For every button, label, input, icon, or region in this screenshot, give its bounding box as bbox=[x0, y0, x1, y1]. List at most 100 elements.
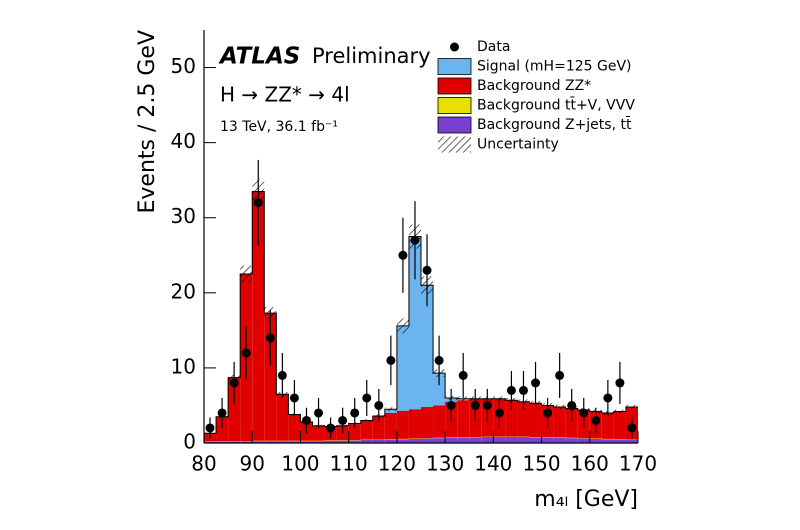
data-point bbox=[398, 250, 408, 260]
bar-segment bbox=[457, 437, 470, 443]
bar-segment bbox=[228, 377, 241, 442]
x-tick-label: 80 bbox=[191, 452, 216, 476]
data-point bbox=[603, 393, 613, 403]
bar-segment bbox=[601, 412, 614, 439]
bar-segment bbox=[396, 325, 409, 411]
bar-segment bbox=[553, 406, 566, 438]
data-point bbox=[579, 408, 589, 418]
data-point bbox=[314, 408, 324, 418]
legend-swatch bbox=[437, 58, 472, 75]
bar-segment bbox=[613, 439, 626, 443]
data-point bbox=[362, 393, 372, 403]
data-point bbox=[386, 355, 396, 365]
bar-segment bbox=[408, 236, 421, 410]
bar-segment bbox=[613, 411, 626, 440]
bar-segment bbox=[408, 438, 421, 443]
data-point bbox=[615, 378, 625, 388]
bar-segment bbox=[601, 439, 614, 443]
bar-segment bbox=[228, 441, 241, 443]
energy: 13 TeV, 36.1 fb⁻¹ bbox=[220, 119, 338, 135]
bar-segment bbox=[565, 408, 578, 438]
legend-label: Background Z+jets, tt̄ bbox=[477, 115, 632, 133]
data-point bbox=[410, 235, 420, 245]
plot-area bbox=[203, 159, 638, 443]
data-point bbox=[567, 400, 577, 410]
bar-segment bbox=[252, 441, 265, 443]
x-tick-label: 150 bbox=[522, 452, 560, 476]
data-point bbox=[301, 415, 311, 425]
data-point bbox=[506, 385, 516, 395]
legend-label: Uncertainty bbox=[477, 137, 559, 153]
bar-segment bbox=[204, 441, 217, 443]
data-point bbox=[374, 400, 384, 410]
x-tick-label: 110 bbox=[330, 452, 368, 476]
legend-label: Background tt̄+V, VVV bbox=[477, 96, 635, 114]
bar-segment bbox=[384, 412, 397, 440]
bar-segment bbox=[421, 406, 434, 439]
bar-segment bbox=[408, 409, 421, 439]
bar-segment bbox=[288, 441, 301, 443]
brand: ATLAS bbox=[218, 44, 300, 70]
x-tick-label: 160 bbox=[571, 452, 609, 476]
legend-label: Background ZZ* bbox=[477, 78, 591, 94]
bar-segment bbox=[433, 373, 446, 406]
bar-segment bbox=[216, 441, 229, 443]
bar-segment bbox=[553, 437, 566, 443]
process: H → ZZ* → 4l bbox=[220, 83, 350, 107]
bar-segment bbox=[324, 440, 337, 443]
legend-swatch bbox=[437, 97, 472, 114]
data-point bbox=[531, 378, 541, 388]
legend-marker bbox=[450, 42, 459, 52]
bar-segment bbox=[625, 439, 638, 443]
bar-segment bbox=[529, 403, 542, 437]
bar-segment bbox=[360, 439, 373, 443]
bar-segment bbox=[517, 436, 530, 443]
bar-segment bbox=[481, 436, 494, 443]
data-point bbox=[241, 348, 251, 358]
y-tick-label: 50 bbox=[171, 54, 196, 78]
bar-segment bbox=[577, 438, 590, 443]
data-point bbox=[470, 400, 480, 410]
bar-segment bbox=[360, 420, 373, 440]
bar-segment bbox=[505, 436, 518, 443]
bar-segment bbox=[565, 438, 578, 443]
status: Preliminary bbox=[312, 44, 431, 68]
x-tick-label: 120 bbox=[378, 452, 416, 476]
bar-segment bbox=[493, 436, 506, 443]
bar-segment bbox=[276, 394, 289, 441]
bar-segment bbox=[288, 414, 301, 441]
x-tick-label: 130 bbox=[426, 452, 464, 476]
data-point bbox=[555, 370, 565, 380]
bar-segment bbox=[336, 440, 349, 443]
y-tick-label: 40 bbox=[171, 129, 196, 153]
bar-segment bbox=[312, 425, 325, 441]
bar-segment bbox=[384, 439, 397, 443]
bar-segment bbox=[300, 441, 313, 443]
bar-segment bbox=[457, 400, 470, 437]
bar-segment bbox=[264, 441, 277, 443]
y-tick-label: 10 bbox=[171, 354, 196, 378]
bar-segment bbox=[372, 439, 385, 443]
bar-segment bbox=[348, 440, 361, 443]
legend-label: Signal (mH=125 GeV) bbox=[477, 59, 632, 75]
bar-segment bbox=[469, 437, 482, 443]
legend-swatch bbox=[437, 116, 472, 134]
data-point bbox=[543, 408, 553, 418]
data-point bbox=[289, 393, 299, 403]
data-point bbox=[446, 400, 456, 410]
bar-segment bbox=[433, 405, 446, 438]
bar-segment bbox=[276, 441, 289, 443]
data-point bbox=[229, 378, 239, 388]
data-point bbox=[591, 415, 601, 425]
bar-segment bbox=[396, 410, 409, 439]
data-point bbox=[265, 333, 275, 343]
bar-segment bbox=[216, 416, 229, 442]
legend-swatch bbox=[438, 136, 471, 153]
data-point bbox=[458, 370, 468, 380]
bar-segment bbox=[396, 439, 409, 443]
bar-segment bbox=[240, 441, 253, 443]
bar-segment bbox=[312, 441, 325, 443]
x-tick-label: 170 bbox=[619, 452, 657, 476]
